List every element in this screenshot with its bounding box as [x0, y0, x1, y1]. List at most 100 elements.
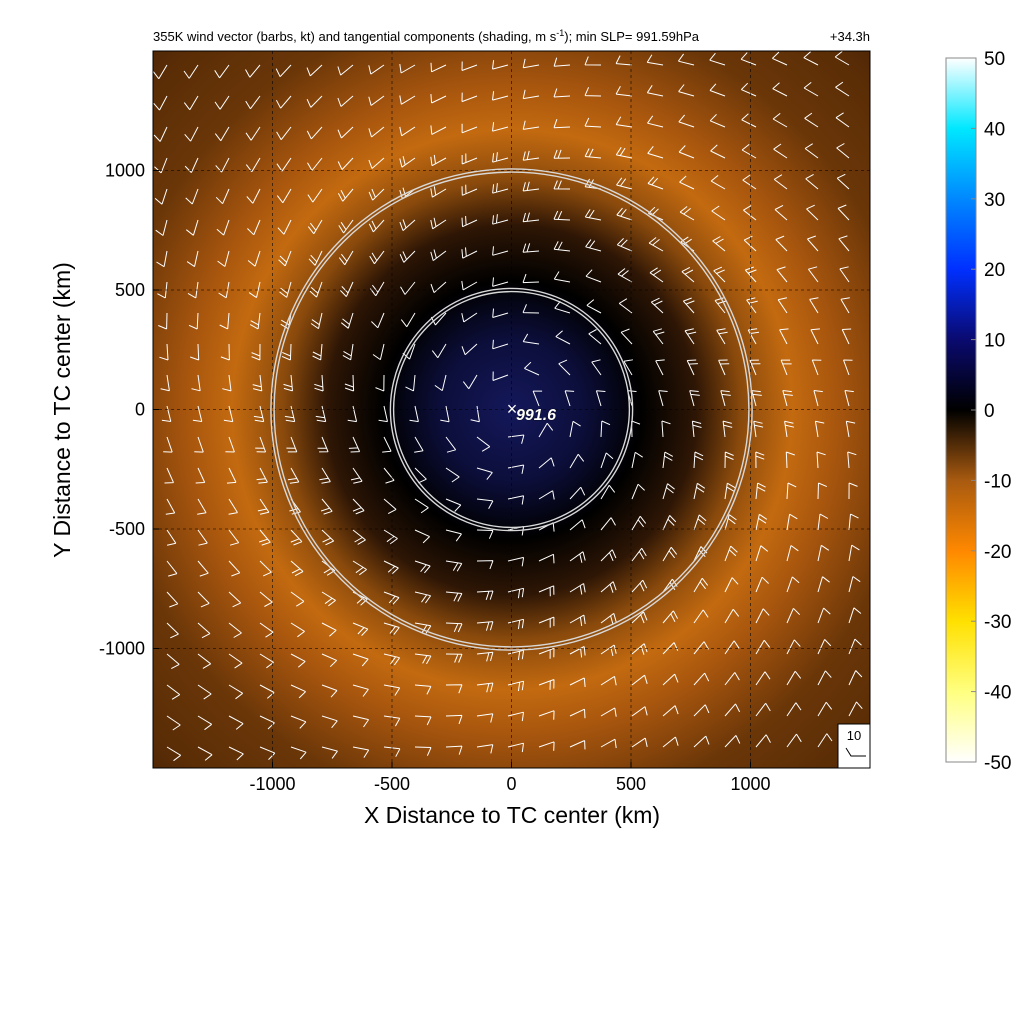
- wind-barb: [678, 84, 695, 97]
- wind-barb: [352, 560, 367, 576]
- wind-barb: [259, 746, 276, 760]
- wind-barb: [720, 390, 731, 407]
- wind-barb: [257, 498, 270, 515]
- wind-barb: [222, 374, 232, 392]
- wind-barb: [595, 390, 606, 407]
- wind-barb: [678, 114, 695, 128]
- wind-barb: [476, 744, 494, 754]
- wind-barb: [618, 298, 633, 314]
- wind-barb: [259, 560, 272, 577]
- wind-barb: [786, 607, 801, 624]
- wind-barb: [569, 519, 586, 531]
- wind-barb: [256, 467, 268, 484]
- wind-barb: [344, 374, 355, 392]
- wind-barb: [461, 184, 478, 196]
- wind-barb: [321, 653, 338, 668]
- wind-barb: [588, 329, 602, 345]
- range-ring-inner: [273, 171, 750, 648]
- wind-barb: [155, 219, 168, 236]
- wind-barb: [718, 359, 730, 376]
- wind-barb: [775, 235, 788, 252]
- wind-barb: [461, 343, 478, 356]
- colorbar-tick-label: 40: [984, 119, 1005, 140]
- wind-barb: [321, 684, 338, 698]
- wind-barb: [840, 297, 850, 314]
- wind-barb: [724, 545, 738, 562]
- wind-barb: [399, 64, 416, 74]
- wind-barb: [678, 145, 695, 159]
- wind-barb: [338, 219, 354, 234]
- wind-barb: [615, 116, 633, 128]
- wind-barb: [623, 359, 633, 376]
- wind-barb: [507, 680, 525, 692]
- wind-barb: [400, 281, 416, 295]
- wind-barb: [281, 343, 292, 361]
- wind-barb: [197, 715, 212, 731]
- wind-barb: [215, 188, 230, 205]
- wind-barb: [809, 297, 819, 314]
- wind-barb: [161, 405, 172, 422]
- wind-barb: [445, 714, 463, 725]
- wind-barb: [631, 579, 648, 593]
- wind-barb: [631, 515, 647, 531]
- wind-barb: [813, 390, 823, 407]
- x-tick-label: 1000: [730, 774, 770, 794]
- wind-barb: [445, 653, 463, 663]
- wind-barb: [807, 235, 819, 252]
- wind-barb: [835, 112, 850, 128]
- wind-barb: [166, 653, 180, 670]
- wind-barb: [662, 642, 679, 655]
- colorbar-ticks: 50 40 30 20 10 0 -10 -20 -30 -40 -50: [971, 49, 1011, 774]
- wind-barb: [337, 188, 354, 202]
- wind-barb: [615, 147, 633, 159]
- wind-barb: [553, 180, 571, 190]
- wind-barb: [773, 143, 788, 159]
- chart-title-main: 355K wind vector (barbs, kt) and tangent…: [153, 29, 557, 44]
- wind-barb: [440, 405, 450, 423]
- wind-barb: [276, 188, 292, 204]
- x-axis: -1000 -500 0 500 1000: [249, 762, 771, 794]
- wind-barb: [368, 157, 385, 169]
- wind-barb: [246, 188, 261, 204]
- wind-barb: [691, 420, 702, 438]
- wind-barb: [400, 312, 416, 328]
- wind-barb: [259, 622, 274, 638]
- wind-barb: [746, 297, 758, 314]
- wind-barb: [340, 312, 354, 329]
- wind-barb: [166, 746, 181, 762]
- wind-barb: [317, 436, 329, 453]
- wind-barb: [245, 95, 261, 110]
- wind-barb: [837, 204, 850, 221]
- wind-barb: [476, 682, 494, 693]
- wind-barb: [522, 273, 540, 284]
- range-ring-outer: [270, 168, 753, 651]
- wind-barb: [780, 359, 792, 376]
- wind-barb: [399, 250, 416, 263]
- wind-barb: [693, 514, 707, 531]
- wind-barb: [615, 85, 633, 97]
- wind-barb: [399, 126, 416, 137]
- wind-barb: [522, 181, 540, 192]
- wind-barb: [347, 405, 358, 423]
- wind-barb: [279, 281, 292, 298]
- wind-barb: [430, 186, 447, 198]
- wind-barb: [817, 576, 830, 593]
- wind-barb: [631, 547, 647, 562]
- wind-barb: [507, 618, 525, 630]
- wind-barb: [228, 684, 244, 700]
- wind-barb: [197, 498, 207, 515]
- wind-barb: [368, 219, 385, 233]
- wind-barb: [372, 343, 385, 361]
- wind-barb: [553, 57, 571, 67]
- wind-barb: [276, 126, 292, 141]
- wind-barb: [214, 64, 230, 79]
- wind-barb: [383, 467, 395, 484]
- wind-barb: [337, 95, 354, 107]
- wind-barb: [197, 622, 211, 639]
- wind-barb: [744, 266, 757, 283]
- wind-barb: [507, 587, 525, 599]
- wind-barb: [848, 607, 862, 624]
- wind-barb: [848, 576, 861, 593]
- wind-barb: [693, 609, 709, 624]
